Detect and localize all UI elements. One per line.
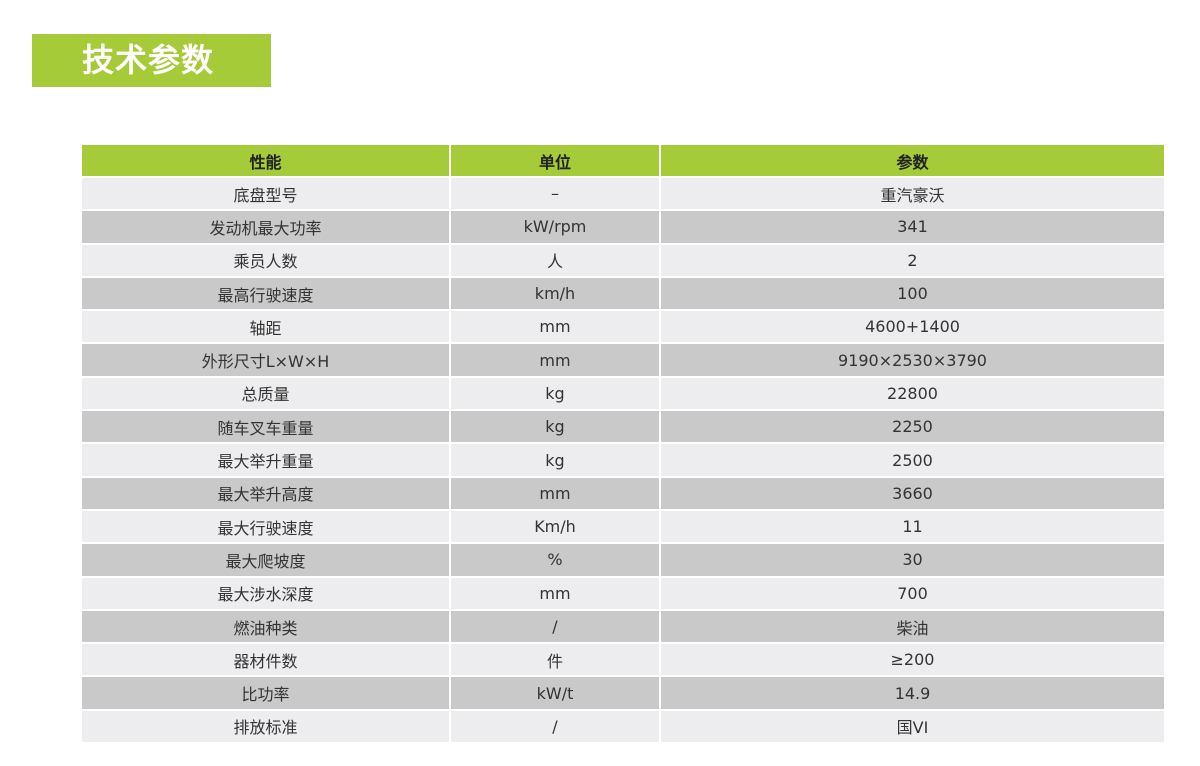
cell-performance: 器材件数 (82, 644, 449, 676)
cell-unit: mm (451, 344, 659, 376)
table-header-row: 性能 单位 参数 (82, 145, 1164, 176)
table-row: 最大举升重量 kg 2500 (82, 444, 1164, 476)
cell-value: 2500 (661, 444, 1164, 476)
cell-performance: 最大举升重量 (82, 444, 449, 476)
cell-value: 2250 (661, 411, 1164, 443)
spec-table: 性能 单位 参数 底盘型号 – 重汽豪沃 发动机最大功率 kW/rpm 341 乘员人数人 2… (80, 143, 1166, 744)
table-row: 乘员人数人 2 (82, 244, 1164, 276)
table-row: 总质量 kg 22800 (82, 377, 1164, 410)
header-value: 参数 (661, 145, 1164, 176)
cell-value: 700 (661, 577, 1164, 609)
cell-performance: 最大爬坡度 (82, 544, 449, 576)
cell-performance: 最大涉水深度 (82, 577, 449, 609)
cell-unit: mm (451, 577, 659, 609)
cell-value: 341 (661, 211, 1164, 243)
cell-value: 14.9 (661, 677, 1164, 709)
cell-performance: 总质量 (82, 377, 449, 410)
cell-value: ≥200 (661, 644, 1164, 676)
cell-performance: 底盘型号 (82, 178, 449, 210)
cell-performance: 比功率 (82, 677, 449, 709)
cell-unit: – (451, 178, 659, 210)
cell-value: 2 (661, 244, 1164, 276)
cell-performance: 乘员人数 (82, 244, 449, 276)
cell-unit: kW/rpm (451, 211, 659, 243)
cell-unit: / (451, 710, 659, 743)
cell-unit: kg (451, 411, 659, 443)
cell-unit: km/h (451, 277, 659, 310)
table-row: 随车叉车重量 kg 2250 (82, 411, 1164, 443)
cell-value: 4600+1400 (661, 311, 1164, 343)
cell-unit: 人 (451, 244, 659, 276)
table-row: 最高行驶速度 km/h 100 (82, 277, 1164, 310)
table-row: 发动机最大功率 kW/rpm 341 (82, 211, 1164, 243)
cell-value: 22800 (661, 377, 1164, 410)
cell-performance: 最大行驶速度 (82, 510, 449, 543)
section-title: 技术参数 (32, 34, 271, 87)
cell-unit: mm (451, 311, 659, 343)
cell-performance: 最高行驶速度 (82, 277, 449, 310)
cell-value: 重汽豪沃 (661, 178, 1164, 210)
cell-unit: 件 (451, 644, 659, 676)
table-row: 最大行驶速度 Km/h 11 (82, 510, 1164, 543)
table-row: 燃油种类 / 柴油 (82, 610, 1164, 643)
table-row: 最大涉水深度 mm 700 (82, 577, 1164, 609)
cell-performance: 外形尺寸L×W×H (82, 344, 449, 376)
cell-value: 3660 (661, 477, 1164, 509)
cell-value: 国VI (661, 710, 1164, 743)
cell-performance: 轴距 (82, 311, 449, 343)
table-row: 外形尺寸L×W×H mm 9190×2530×3790 (82, 344, 1164, 376)
table-row: 比功率 kW/t 14.9 (82, 677, 1164, 709)
cell-unit: mm (451, 477, 659, 509)
cell-unit: kW/t (451, 677, 659, 709)
cell-performance: 排放标准 (82, 710, 449, 743)
cell-unit: % (451, 544, 659, 576)
cell-performance: 燃油种类 (82, 610, 449, 643)
cell-performance: 随车叉车重量 (82, 411, 449, 443)
cell-value: 11 (661, 510, 1164, 543)
table-row: 轴距 mm 4600+1400 (82, 311, 1164, 343)
cell-unit: / (451, 610, 659, 643)
header-performance: 性能 (82, 145, 449, 176)
header-unit: 单位 (451, 145, 659, 176)
cell-performance: 最大举升高度 (82, 477, 449, 509)
table-row: 底盘型号 – 重汽豪沃 (82, 178, 1164, 210)
cell-value: 100 (661, 277, 1164, 310)
table-row: 最大举升高度 mm 3660 (82, 477, 1164, 509)
table-row: 器材件数件 ≥200 (82, 644, 1164, 676)
cell-value: 9190×2530×3790 (661, 344, 1164, 376)
cell-value: 柴油 (661, 610, 1164, 643)
table-row: 最大爬坡度% 30 (82, 544, 1164, 576)
cell-performance: 发动机最大功率 (82, 211, 449, 243)
cell-value: 30 (661, 544, 1164, 576)
table-row: 排放标准 / 国VI (82, 710, 1164, 743)
cell-unit: kg (451, 377, 659, 410)
cell-unit: kg (451, 444, 659, 476)
cell-unit: Km/h (451, 510, 659, 543)
